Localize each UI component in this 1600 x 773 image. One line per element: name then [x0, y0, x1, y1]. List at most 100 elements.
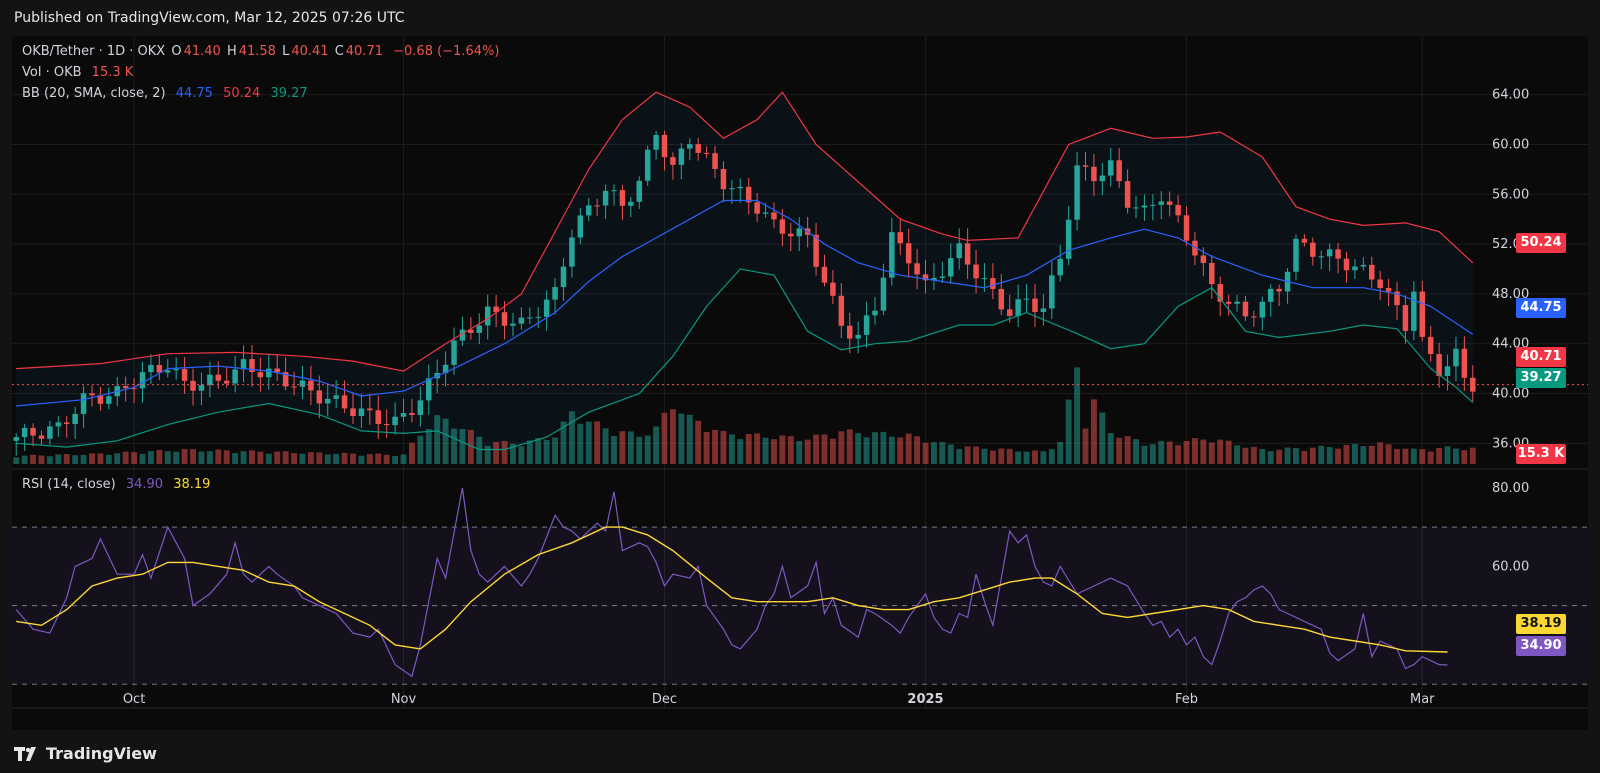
- volume-bar: [1200, 439, 1207, 464]
- candle-body: [863, 315, 870, 335]
- volume-bar: [1057, 442, 1064, 464]
- volume-bar: [1419, 449, 1426, 464]
- candle-body: [922, 274, 929, 281]
- candle-body: [779, 219, 786, 234]
- volume-bar: [1234, 445, 1240, 464]
- candle-body: [198, 385, 205, 391]
- volume-bar: [989, 450, 996, 464]
- volume-bar: [30, 454, 36, 464]
- volume-bar: [1032, 450, 1038, 464]
- candle-body: [1209, 262, 1215, 285]
- candle-body: [981, 278, 988, 280]
- volume-bar: [1444, 446, 1451, 464]
- candle-body: [1326, 249, 1333, 257]
- footer-brand[interactable]: TradingView: [14, 744, 157, 763]
- candle-body: [628, 201, 634, 206]
- candle-body: [644, 149, 651, 181]
- published-label: Published on TradingView.com, Mar 12, 20…: [14, 10, 405, 26]
- vol-label[interactable]: Vol · OKB: [22, 65, 82, 80]
- rsi-legend: RSI (14, close) 34.90 38.19: [22, 477, 212, 492]
- volume-bar: [602, 428, 609, 464]
- volume-bar: [1267, 451, 1274, 464]
- candle-body: [535, 316, 541, 318]
- volume-bar: [408, 442, 415, 464]
- volume-bar: [139, 453, 146, 464]
- candle-body: [619, 190, 626, 206]
- bb-upper-line: [16, 91, 1474, 372]
- candle-body: [948, 258, 954, 277]
- candle-body: [1116, 160, 1122, 182]
- price-tick-label: 56.00: [1492, 187, 1529, 202]
- candle-body: [1023, 298, 1030, 300]
- volume-bar: [627, 431, 634, 464]
- candle-body: [1251, 316, 1257, 318]
- volume-bar: [375, 453, 382, 464]
- volume-bar: [855, 433, 862, 464]
- candle-body: [1427, 336, 1434, 355]
- chart-frame[interactable]: 64.00 60.00 56.00 52.00 48.00 44.00 40.00 36.00…: [12, 36, 1588, 730]
- candle-body: [1461, 348, 1468, 378]
- candle-body: [670, 157, 676, 165]
- rsi-label[interactable]: RSI (14, close): [22, 477, 116, 492]
- volume-bar: [1427, 451, 1434, 464]
- candle-body: [1192, 240, 1198, 256]
- candle-body: [30, 427, 36, 436]
- volume-bar: [215, 449, 222, 464]
- volume-bar: [1099, 412, 1106, 464]
- candle-body: [1200, 255, 1207, 263]
- volume-bar: [265, 453, 272, 464]
- bb-label[interactable]: BB (20, SMA, close, 2): [22, 86, 166, 101]
- vol-value: 15.3 K: [91, 65, 134, 80]
- chart-canvas[interactable]: 64.0060.0056.0052.0048.0044.0040.0036.00…: [12, 36, 1588, 730]
- candle-body: [602, 190, 609, 206]
- candle-body: [897, 232, 903, 244]
- bb-legend: BB (20, SMA, close, 2) 44.75 50.24 39.27: [22, 86, 310, 101]
- volume-bar: [804, 439, 811, 464]
- symbol-label[interactable]: OKB/Tether · 1D · OKX: [22, 44, 166, 59]
- candle-body: [1301, 238, 1308, 243]
- volume-bar: [737, 439, 744, 464]
- time-tick-label: Dec: [652, 692, 677, 707]
- candle-body: [1352, 266, 1358, 271]
- volume-bar: [307, 452, 314, 464]
- volume-bar: [173, 451, 180, 464]
- candle-body: [838, 295, 845, 326]
- candle-body: [729, 188, 735, 190]
- candle-body: [1099, 175, 1106, 182]
- candle-body: [510, 323, 516, 326]
- candle-body: [493, 306, 499, 313]
- brand-label: TradingView: [46, 744, 157, 763]
- candle-body: [695, 144, 701, 153]
- close-value: 40.71: [345, 44, 383, 59]
- candle-body: [97, 395, 104, 404]
- volume-bar: [771, 439, 777, 464]
- volume-bar: [1183, 441, 1190, 464]
- candle-body: [47, 426, 53, 439]
- volume-bar: [164, 451, 171, 464]
- candle-body: [1318, 256, 1324, 258]
- volume-bar: [594, 421, 601, 464]
- volume-bar: [1402, 448, 1409, 464]
- volume-bar: [914, 436, 921, 464]
- candle-body: [1267, 288, 1274, 302]
- volume-bar: [240, 451, 247, 464]
- candle-body: [266, 368, 272, 378]
- volume-bar: [644, 435, 651, 464]
- candle-body: [813, 234, 819, 267]
- volume-bar: [400, 454, 407, 464]
- rsi-ma-tag: 38.19: [1516, 614, 1566, 634]
- volume-bar: [863, 437, 870, 464]
- candle-body: [333, 395, 339, 399]
- volume-bar: [1116, 437, 1123, 464]
- volume-bar: [459, 429, 466, 464]
- candle-body: [38, 435, 45, 439]
- candle-body: [1150, 204, 1156, 206]
- candle-body: [1436, 354, 1442, 376]
- volume-bar: [1191, 438, 1198, 464]
- candle-body: [905, 243, 912, 264]
- volume-bar: [333, 453, 340, 464]
- candle-body: [232, 369, 238, 384]
- candle-body: [847, 325, 853, 339]
- volume-bar: [905, 433, 912, 464]
- volume-bar: [1015, 451, 1022, 464]
